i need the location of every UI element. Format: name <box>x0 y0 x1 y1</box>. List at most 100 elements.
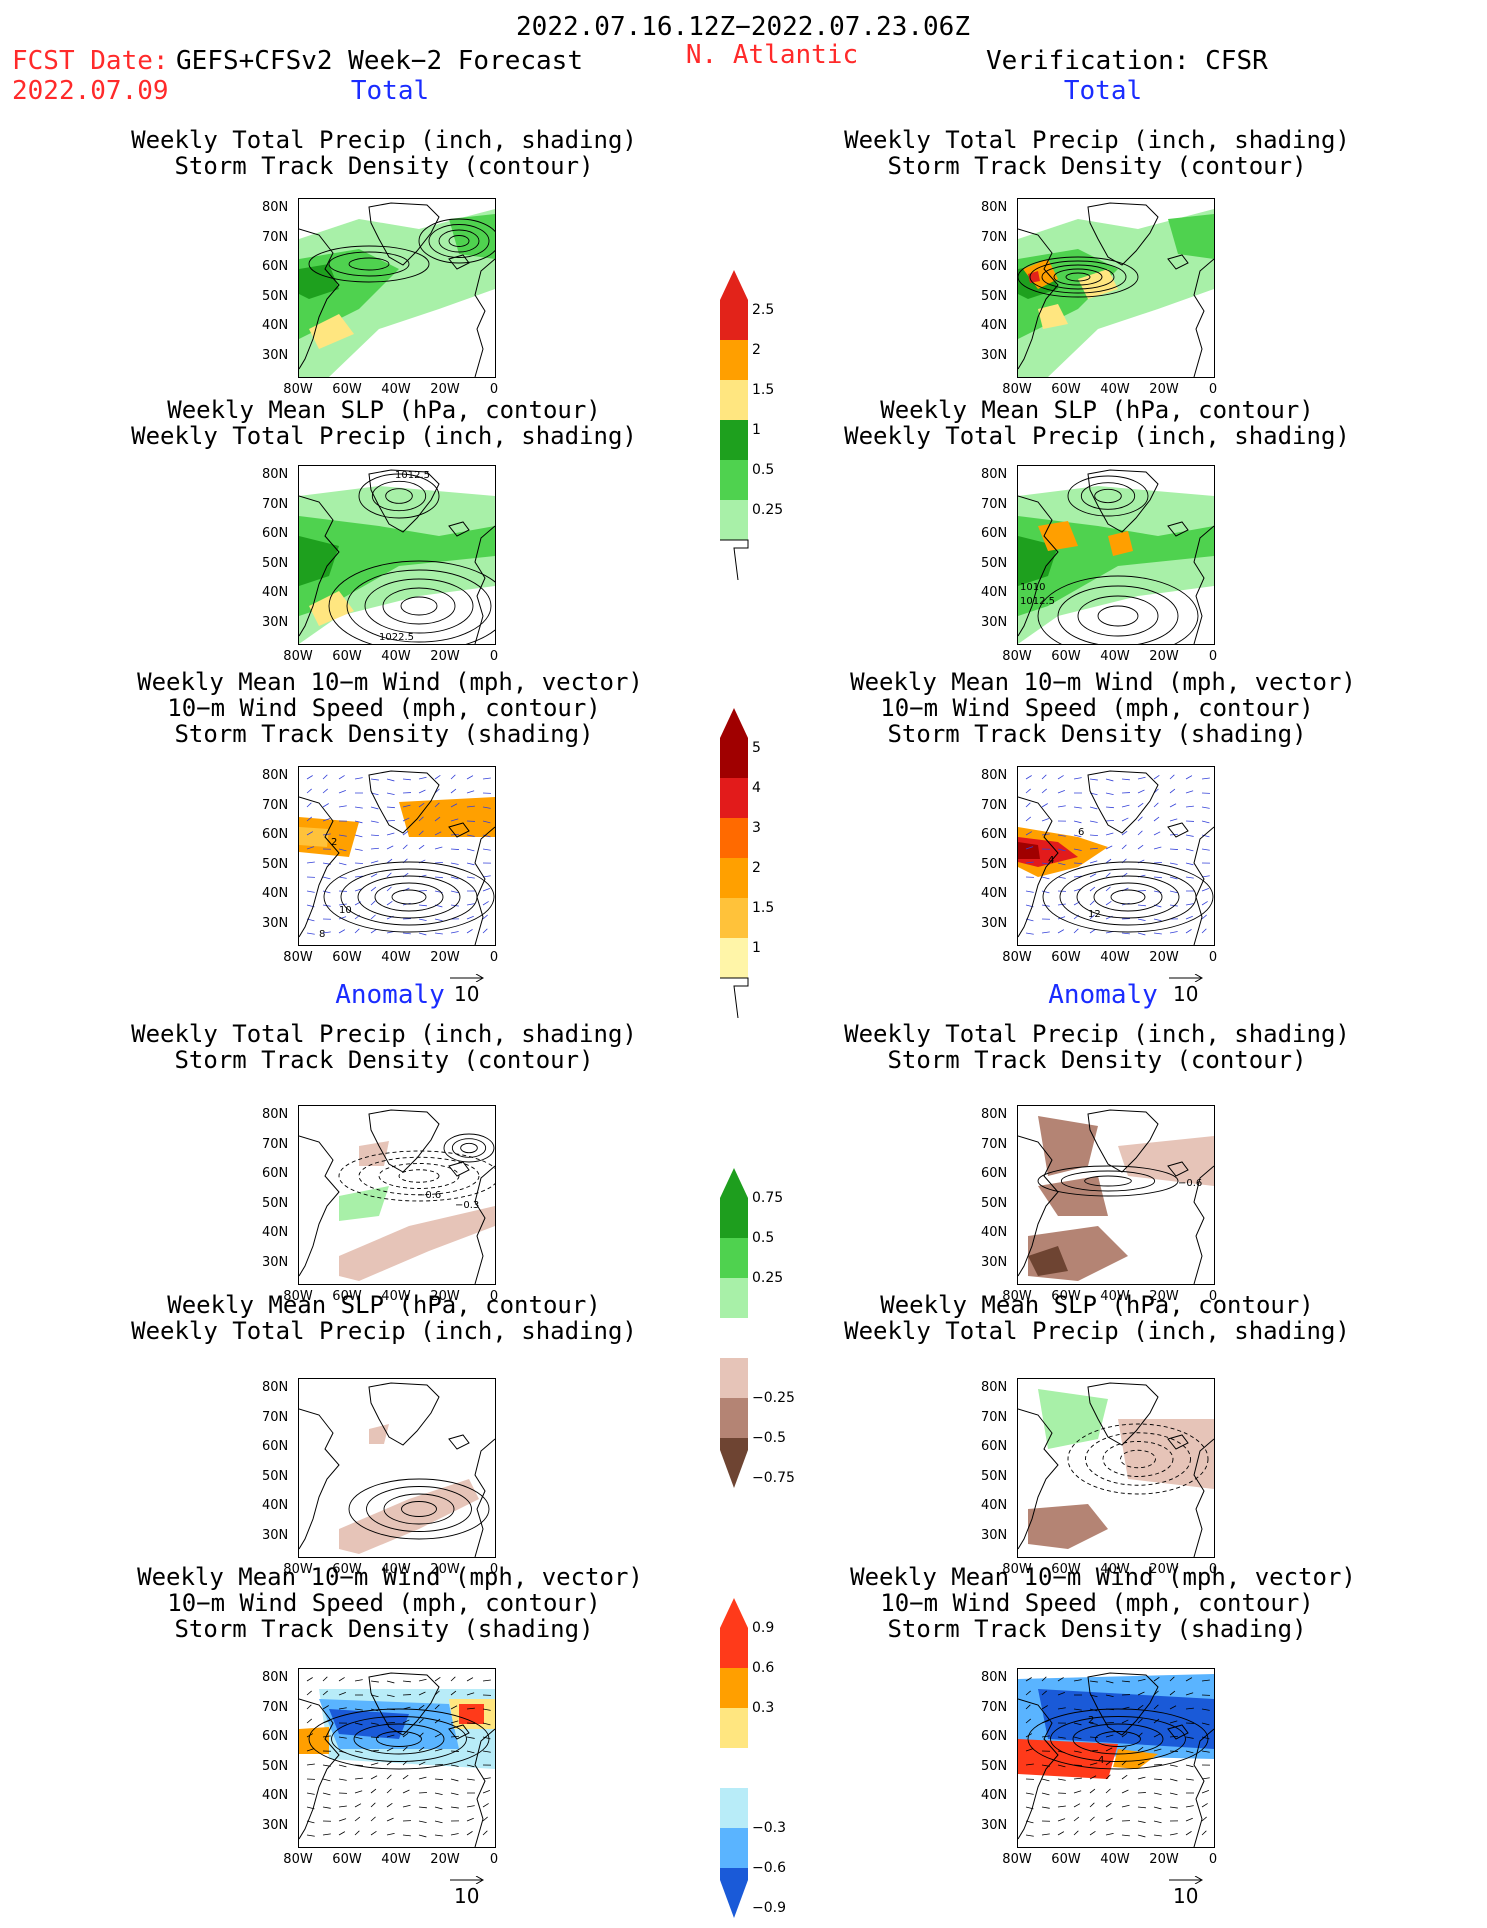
wind-vector <box>307 789 312 793</box>
wind-vector <box>323 1779 330 1781</box>
wind-vector <box>387 1775 391 1779</box>
reference-vector: 10 <box>1169 1876 1203 1908</box>
wind-vector <box>371 1763 378 1765</box>
section-total-right: Total <box>1064 78 1142 104</box>
title-anom-precip-r1: Weekly Total Precip (inch, shading) <box>844 1022 1350 1046</box>
wind-vector <box>1154 919 1162 921</box>
wind-vector <box>1170 775 1174 779</box>
wind-vector <box>387 846 393 849</box>
colorbar-segment <box>720 1868 748 1918</box>
wind-vector <box>419 919 427 921</box>
title-slp-r1: Weekly Mean SLP (hPa, contour) <box>880 398 1313 422</box>
lon-tick-label: 0 <box>490 649 498 664</box>
lat-tick-label: 80N <box>262 467 288 482</box>
wind-vector <box>323 804 329 807</box>
precip-anom-dry <box>339 1479 479 1554</box>
wind-vector <box>403 779 411 780</box>
wind-vector <box>387 1818 394 1821</box>
wind-vector <box>1138 905 1146 906</box>
colorbar-segment <box>720 938 748 978</box>
reference-vector: 10 <box>1169 974 1203 1006</box>
wind-vector <box>483 1831 487 1835</box>
wind-vector <box>451 1779 458 1781</box>
wind-speed-contour <box>1043 862 1213 932</box>
lon-tick-label: 80W <box>283 649 312 664</box>
wind-vector <box>307 891 315 892</box>
lon-tick-label: 60W <box>1051 950 1080 965</box>
reference-vector: 10 <box>450 974 484 1006</box>
colorbar-segment <box>720 858 748 898</box>
wind-vector <box>339 930 345 933</box>
colorbar-segment-neutral <box>720 1318 748 1358</box>
wind-vector <box>355 1778 363 1779</box>
wind-vector <box>1042 789 1047 793</box>
wind-vector <box>419 1679 427 1681</box>
lat-tick-label: 30N <box>981 1528 1007 1543</box>
wind-vector <box>1026 803 1030 807</box>
wind-vector <box>1138 845 1143 849</box>
wind-vector <box>1042 1834 1050 1835</box>
lon-tick-label: 80W <box>283 950 312 965</box>
wind-vector <box>1090 779 1098 780</box>
wind-vector <box>355 835 362 837</box>
wind-vector <box>419 790 425 793</box>
wind-vector <box>339 1806 347 1807</box>
lon-tick-label: 0 <box>490 950 498 965</box>
wind-vector <box>1042 877 1049 879</box>
lon-tick-label: 0 <box>1209 1562 1217 1577</box>
lat-tick-label: 50N <box>262 1759 288 1774</box>
wind-vector <box>451 775 455 779</box>
wind-vector <box>339 1779 347 1780</box>
wind-vector <box>307 803 311 807</box>
lat-tick-label: 70N <box>262 497 288 512</box>
wind-vector <box>1170 1779 1177 1781</box>
lon-tick-label: 80W <box>283 1852 312 1867</box>
slp-contour-label: 1010 <box>1020 582 1045 593</box>
wind-vector <box>1042 1807 1050 1808</box>
wind-vector <box>1074 821 1081 823</box>
wind-speed-contour <box>358 876 460 918</box>
wind-vector <box>1202 778 1210 779</box>
colorbar-segment <box>720 1788 748 1828</box>
wind-vector <box>403 1790 409 1793</box>
wind-vector <box>451 891 458 893</box>
lat-tick-label: 30N <box>981 348 1007 363</box>
section-total-left: Total <box>351 78 429 104</box>
wind-vector <box>1122 1775 1127 1779</box>
wind-vector <box>371 779 379 780</box>
wind-vector <box>1106 807 1114 808</box>
wind-vector <box>1122 845 1126 849</box>
lat-tick-label: 50N <box>262 289 288 304</box>
wind-vector <box>1042 932 1050 933</box>
wind-vector <box>355 1804 361 1807</box>
wind-vector <box>307 1835 315 1836</box>
wind-vector <box>1106 1818 1113 1821</box>
lon-tick-label: 40W <box>1100 382 1129 397</box>
wind-vector <box>483 929 487 933</box>
wind-vector <box>371 1803 375 1807</box>
wind-vector <box>419 1821 427 1823</box>
lon-tick-label: 80W <box>283 382 312 397</box>
map-canvas <box>299 1379 495 1557</box>
lon-tick-label: 60W <box>332 649 361 664</box>
wind-vector <box>403 1681 411 1682</box>
wind-vector <box>403 1805 410 1807</box>
lon-tick-label: 40W <box>1100 1289 1129 1304</box>
colorbar-top-arrow <box>720 708 748 738</box>
lat-tick-label: 40N <box>262 1498 288 1513</box>
wind-vector <box>1106 1789 1110 1793</box>
wind-vector <box>451 1807 459 1808</box>
wind-vector <box>1186 835 1194 836</box>
colorbar-label: 0.25 <box>752 502 783 518</box>
lon-tick-label: 80W <box>283 1562 312 1577</box>
wind-vector <box>1090 901 1094 905</box>
wind-vector <box>467 1678 473 1681</box>
wind-vector <box>355 1791 362 1793</box>
lat-tick-label: 80N <box>981 768 1007 783</box>
wind-vector <box>1138 777 1146 779</box>
wind-vector <box>1074 807 1082 808</box>
lon-tick-label: 40W <box>1100 950 1129 965</box>
